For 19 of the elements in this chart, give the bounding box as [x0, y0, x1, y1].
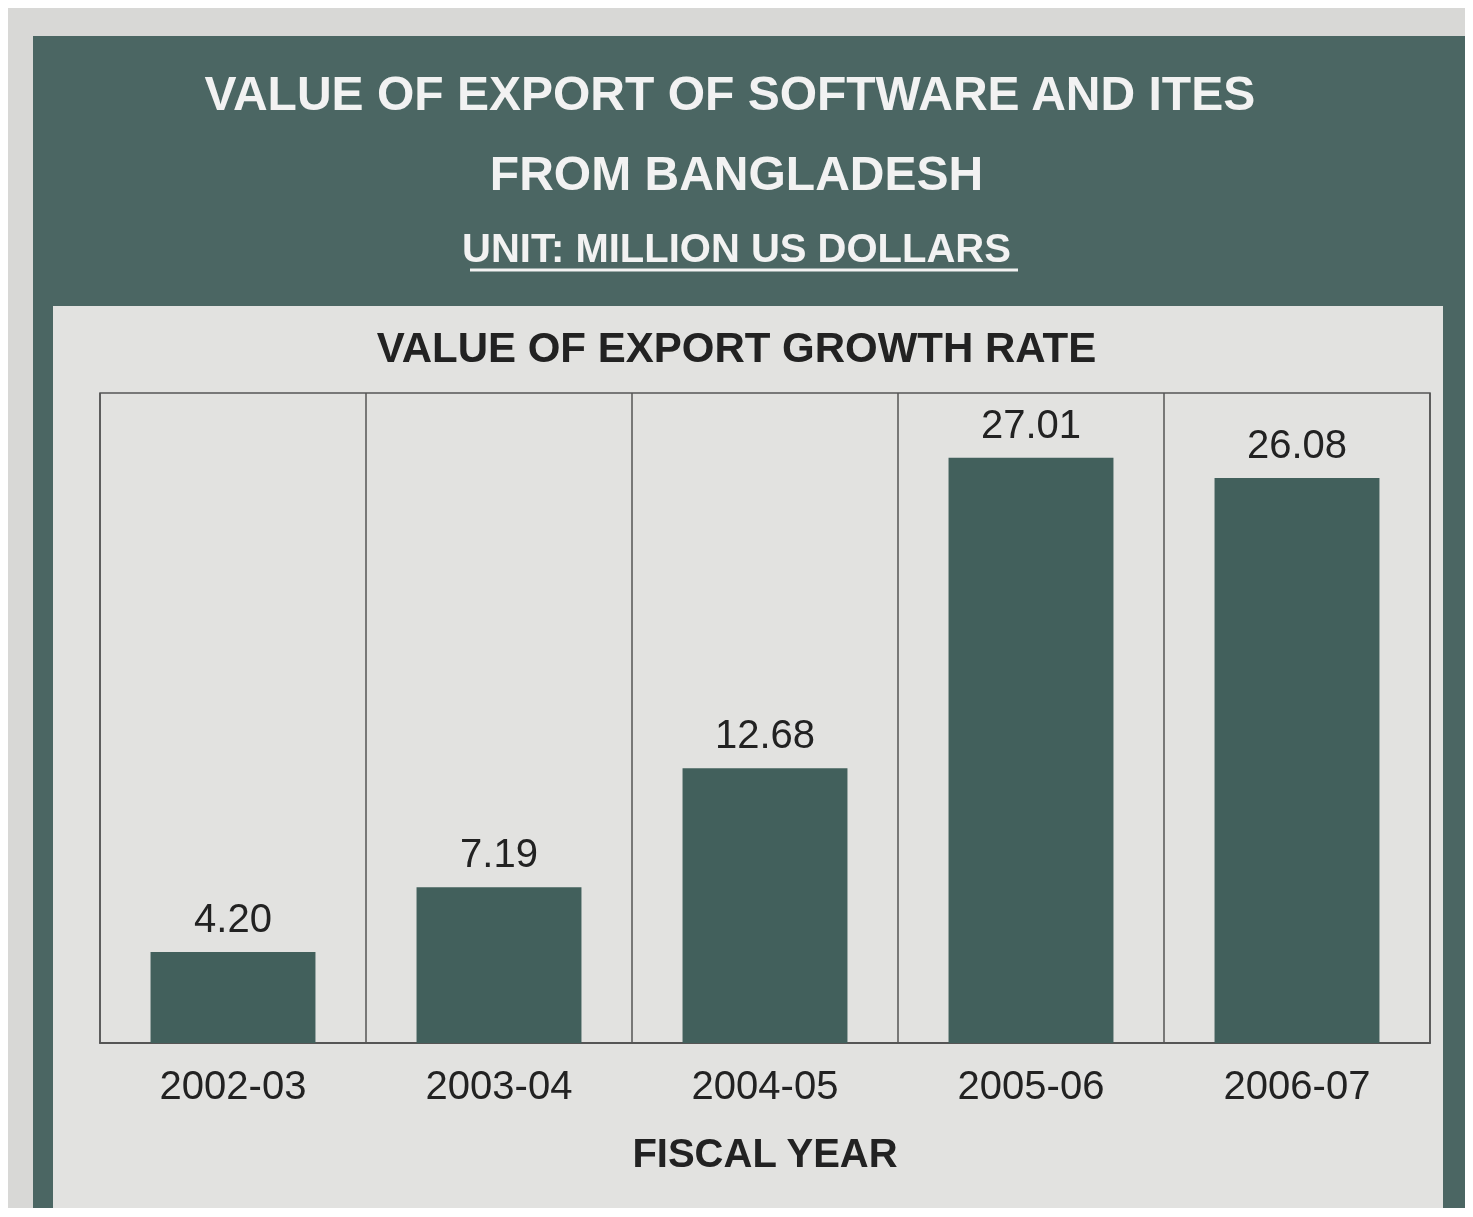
x-tick-label: 2002-03: [159, 1063, 307, 1107]
x-tick-label: 2006-07: [1223, 1063, 1371, 1107]
bar: [948, 457, 1114, 1043]
data-label: 12.68: [714, 712, 816, 757]
data-label: 4.20: [194, 896, 272, 940]
data-label: 27.01: [980, 401, 1082, 446]
chart-title: VALUE OF EXPORT OF SOFTWARE AND ITES FROM BANGLADESH: [204, 66, 1269, 200]
bar: [1214, 477, 1380, 1043]
x-tick-label: 2005-06: [957, 1063, 1105, 1107]
chart-subtitle: UNIT: MILLION US DOLLARS: [462, 226, 1011, 270]
bar: [150, 952, 316, 1043]
x-tick-label: 2003-04: [425, 1063, 573, 1107]
data-label: 26.08: [1246, 421, 1348, 466]
text: VALUE OF EXPORT GROWTH RATE: [376, 323, 1097, 371]
bar: [682, 768, 848, 1043]
x-axis-title: FISCAL YEAR: [632, 1131, 898, 1175]
bar: [416, 887, 582, 1043]
data-label: 7.19: [460, 831, 538, 876]
x-tick-label: 2004-05: [691, 1063, 839, 1107]
